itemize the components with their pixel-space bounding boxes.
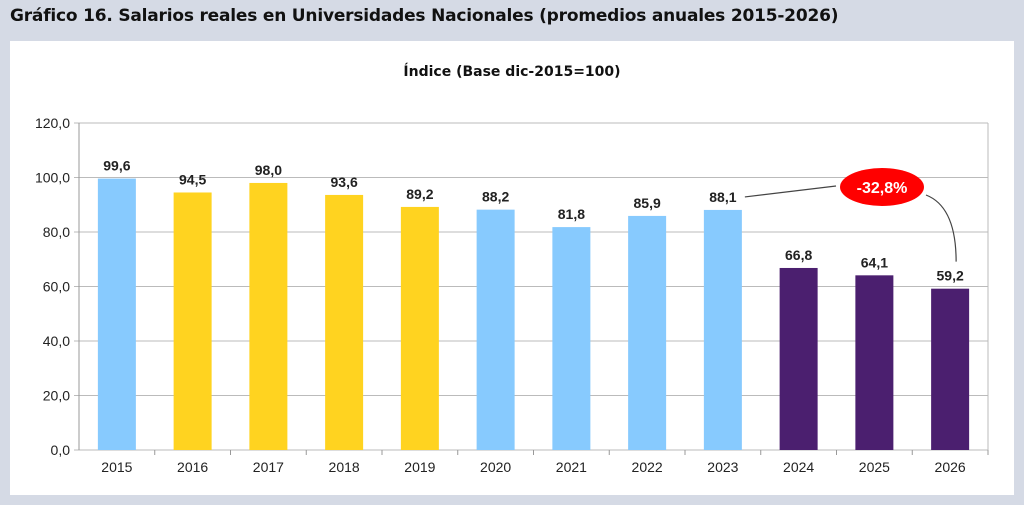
bar-2021 (552, 227, 591, 450)
bar-2022 (628, 215, 667, 450)
bar-2019 (400, 206, 439, 450)
bar-2018 (325, 194, 364, 450)
annotation-label: -32,8% (857, 180, 908, 197)
data-label: 59,2 (937, 268, 964, 284)
x-tick-label: 2026 (935, 459, 966, 475)
bar-2025 (855, 275, 894, 450)
bar-2016 (173, 192, 212, 451)
x-tick-label: 2017 (253, 459, 284, 475)
y-tick-label: 20,0 (43, 388, 70, 404)
figure-title: Gráfico 16. Salarios reales en Universid… (10, 6, 839, 26)
x-tick-label: 2023 (707, 459, 738, 475)
annotation-line (925, 194, 957, 262)
x-tick-label: 2025 (859, 459, 890, 475)
data-label: 66,8 (785, 247, 812, 263)
x-tick-label: 2020 (480, 459, 511, 475)
bar-2024 (779, 267, 818, 450)
y-tick-label: 100,0 (35, 170, 70, 186)
y-tick-label: 0,0 (51, 442, 71, 458)
annotation-line (744, 185, 837, 198)
data-label: 88,1 (709, 189, 736, 205)
data-label: 89,2 (406, 186, 433, 202)
bar-2015 (97, 178, 136, 450)
data-label: 81,8 (558, 206, 585, 222)
bar-2026 (931, 288, 970, 450)
bar-2020 (476, 209, 515, 450)
data-label: 85,9 (634, 195, 661, 211)
x-tick-label: 2018 (329, 459, 360, 475)
x-tick-label: 2021 (556, 459, 587, 475)
x-tick-label: 2019 (404, 459, 435, 475)
bar-2023 (703, 209, 742, 450)
x-tick-label: 2015 (101, 459, 132, 475)
chart-title: Índice (Base dic-2015=100) (403, 64, 621, 80)
bar-2017 (249, 182, 288, 450)
annotation-bubble (840, 168, 924, 206)
y-tick-label: 40,0 (43, 333, 70, 349)
data-label: 94,5 (179, 171, 206, 187)
x-tick-label: 2024 (783, 459, 814, 475)
data-label: 88,2 (482, 189, 509, 205)
data-label: 98,0 (255, 162, 282, 178)
y-tick-label: 80,0 (43, 224, 70, 240)
x-tick-label: 2022 (632, 459, 663, 475)
data-label: 93,6 (331, 174, 358, 190)
data-label: 64,1 (861, 254, 888, 270)
y-tick-label: 120,0 (35, 115, 70, 131)
data-label: 99,6 (103, 158, 130, 174)
y-tick-label: 60,0 (43, 279, 70, 295)
x-tick-label: 2016 (177, 459, 208, 475)
